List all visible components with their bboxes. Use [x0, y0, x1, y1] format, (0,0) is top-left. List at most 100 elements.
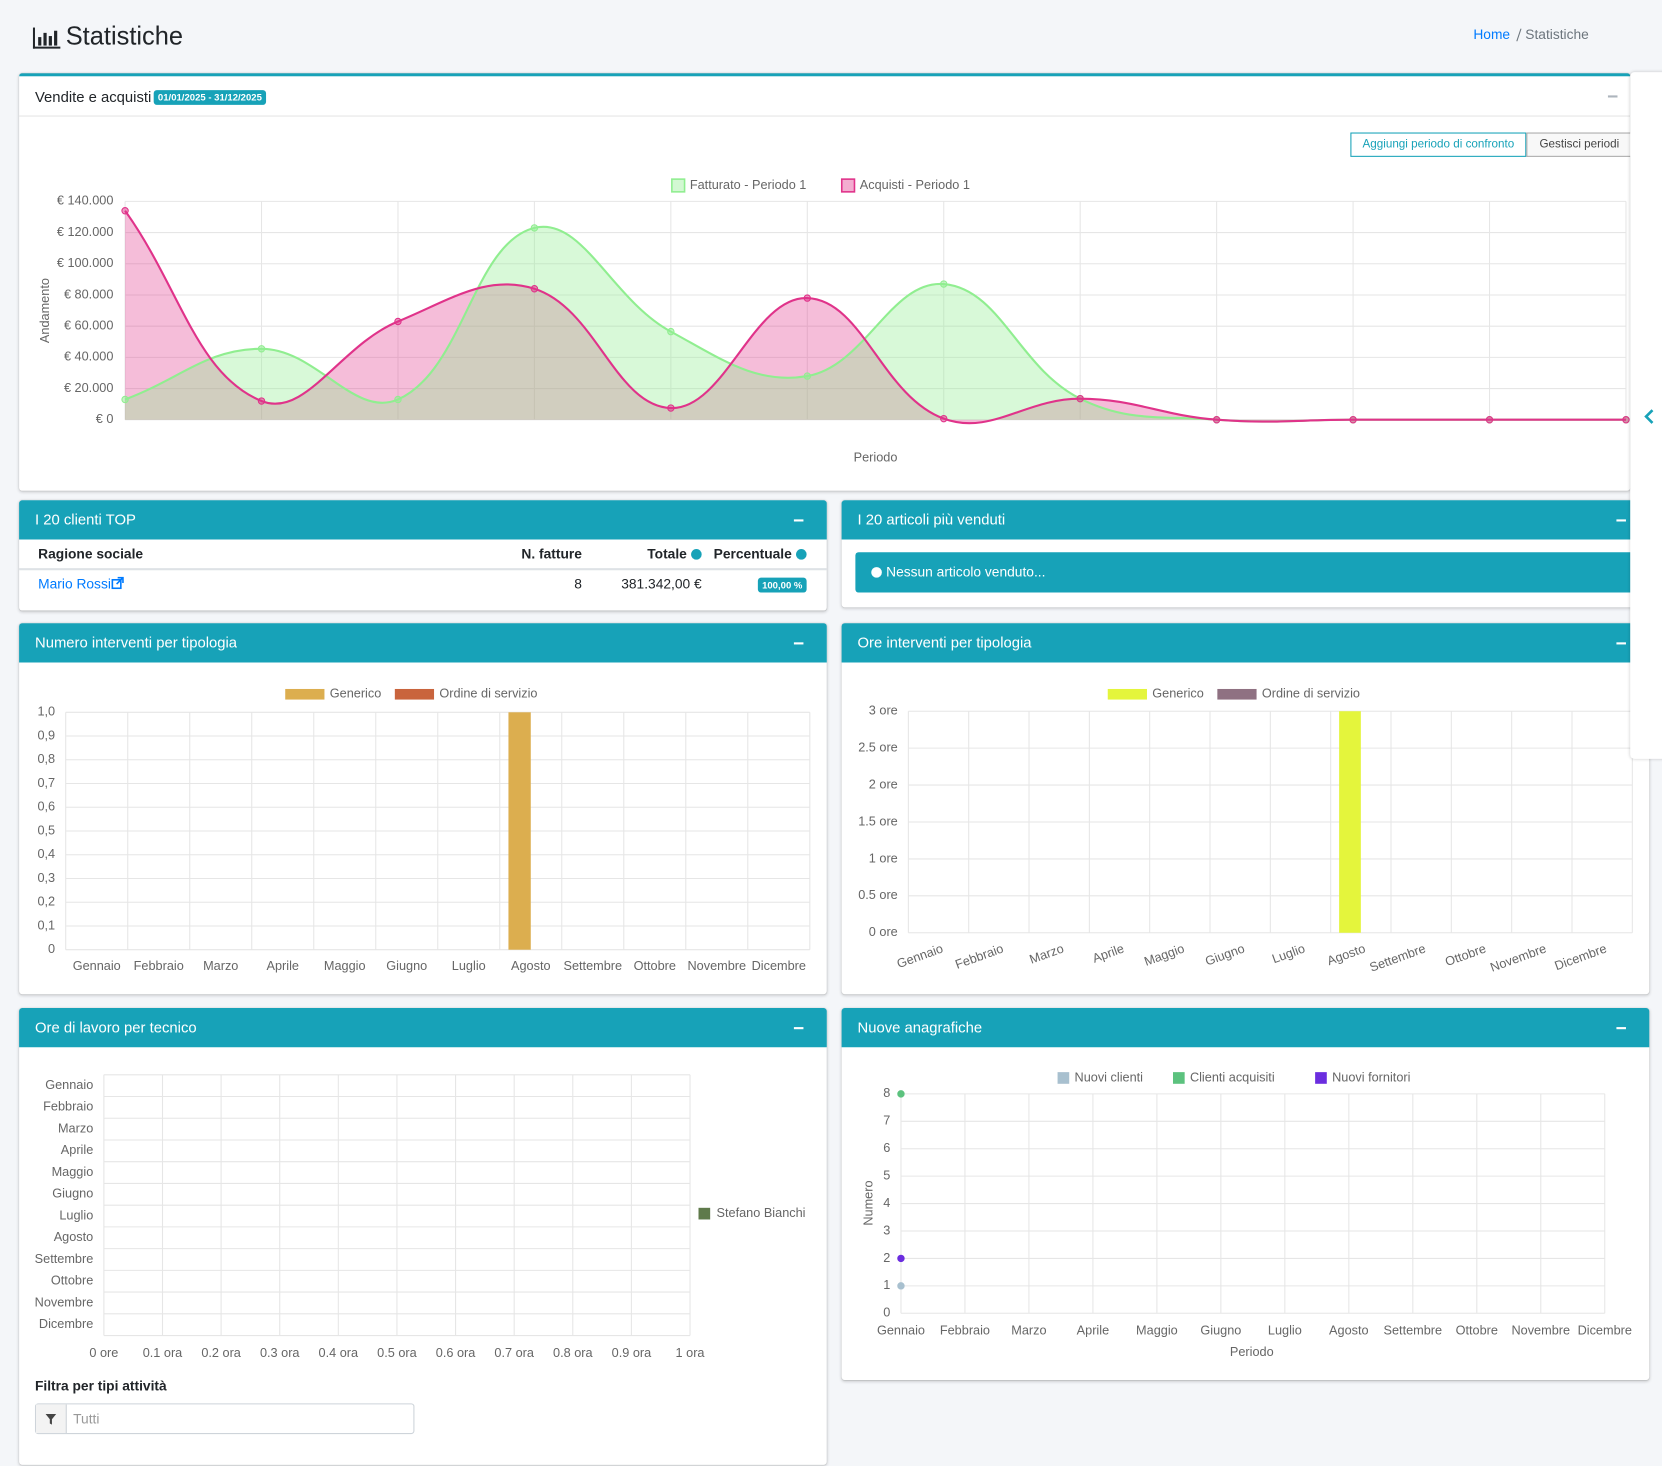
y-tick-label: 0,5	[37, 822, 55, 837]
panel-title: Nuove anagrafiche	[841, 1008, 1650, 1048]
y-tick-label: 2	[883, 1250, 890, 1265]
y-tick-label: 1	[883, 1277, 890, 1292]
panel-title: I 20 articoli più venduti	[841, 500, 1650, 540]
page-icon	[32, 27, 61, 49]
filter-addon	[36, 1404, 67, 1434]
collapse-button[interactable]	[793, 519, 804, 522]
panel-title: Ore interventi per tipologia	[841, 623, 1650, 663]
y-tick-label: Luglio	[59, 1207, 93, 1222]
point	[1212, 416, 1221, 424]
y-tick-label: 0,4	[37, 846, 55, 861]
x-tick-label: 0.7 ora	[494, 1345, 534, 1360]
y-tick-label: 7	[883, 1113, 890, 1128]
info-icon	[871, 567, 882, 578]
x-tick-label: Gennaio	[877, 1323, 925, 1338]
legend-swatch	[285, 688, 325, 700]
point	[897, 1090, 905, 1098]
y-tick-label: € 40.000	[64, 349, 113, 364]
y-tick-label: 3 ore	[869, 703, 898, 718]
sales-panel: Vendite e acquisti 01/01/2025 - 31/12/20…	[19, 73, 1632, 491]
table-header: N. fatture	[521, 545, 582, 562]
y-tick-label: Novembre	[35, 1294, 94, 1309]
x-tick-label: Settembre	[563, 958, 622, 973]
y-tick-label: 1,0	[37, 704, 55, 719]
top-articles-panel: I 20 articoli più venduti Nessun articol…	[841, 500, 1650, 608]
sidebar-toggle[interactable]	[1630, 72, 1662, 759]
y-tick-label: 0,1	[37, 917, 55, 932]
alert-message: Nessun articolo venduto...	[886, 563, 1046, 580]
filter-input[interactable]: Tutti	[34, 1403, 415, 1435]
y-tick-label: 2.5 ore	[858, 740, 898, 755]
filter-icon	[45, 1413, 57, 1425]
collapse-button[interactable]	[793, 642, 804, 645]
filter-label: Filtra per tipi attività	[34, 1377, 167, 1394]
x-tick-label: Novembre	[1488, 941, 1548, 975]
legend-label: Clienti acquisiti	[1190, 1069, 1275, 1084]
y-tick-label: 0,7	[37, 775, 55, 790]
point	[897, 1254, 905, 1263]
x-tick-label: Giugno	[386, 958, 427, 973]
legend-label: Fatturato - Periodo 1	[690, 177, 807, 192]
collapse-button[interactable]	[1607, 95, 1618, 98]
chevron-icon	[1644, 409, 1654, 424]
legend-label: Generico	[330, 686, 382, 701]
collapse-button[interactable]	[1616, 519, 1626, 522]
y-tick-label: Ottobre	[51, 1273, 93, 1288]
technician-hours-panel: Ore di lavoro per tecnico Filtra per tip…	[19, 1008, 827, 1465]
collapse-button[interactable]	[1616, 642, 1626, 645]
page-title: Statistiche	[65, 22, 184, 51]
bar	[508, 712, 531, 950]
panel-title: Ore di lavoro per tecnico	[19, 1008, 827, 1048]
y-tick-label: 0.5 ore	[858, 887, 898, 902]
area-fill	[125, 226, 1626, 422]
x-tick-label: Aprile	[266, 958, 298, 973]
y-tick-label: 0	[48, 941, 55, 956]
legend-swatch	[840, 178, 856, 193]
x-tick-label: 0.1 ora	[143, 1345, 183, 1360]
x-tick-label: Aprile	[1090, 941, 1126, 966]
client-link[interactable]: Mario Rossi	[38, 575, 111, 592]
collapse-button[interactable]	[793, 1027, 804, 1030]
external-link-icon	[111, 576, 124, 590]
y-tick-label: Agosto	[54, 1229, 94, 1244]
info-icon	[691, 549, 702, 560]
y-tick-label: Aprile	[61, 1142, 93, 1157]
x-tick-label: 0.4 ora	[319, 1345, 359, 1360]
y-tick-label: 0,8	[37, 751, 55, 766]
x-tick-label: Marzo	[1011, 1323, 1046, 1338]
y-tick-label: € 20.000	[64, 380, 113, 395]
point	[257, 397, 266, 405]
x-tick-label: 0.9 ora	[612, 1345, 652, 1360]
x-tick-label: Giugno	[1200, 1323, 1241, 1338]
x-tick-label: 1 ora	[676, 1345, 706, 1360]
breadcrumb-separator	[1516, 28, 1522, 42]
point	[667, 327, 675, 336]
x-tick-label: Ottobre	[1443, 941, 1488, 970]
y-tick-label: Maggio	[52, 1164, 94, 1179]
x-tick-label: Luglio	[1270, 941, 1307, 967]
x-tick-label: Gennaio	[73, 958, 121, 973]
legend-label: Generico	[1152, 686, 1204, 701]
manage-periods-button[interactable]: Gestisci periodi	[1526, 132, 1632, 157]
x-tick-label: Aprile	[1077, 1323, 1109, 1338]
x-axis-title: Periodo	[1230, 1344, 1274, 1359]
y-tick-label: 3	[883, 1222, 890, 1237]
interventions-count-panel: Numero interventi per tipologia	[19, 623, 827, 995]
x-tick-label: 0.6 ora	[436, 1345, 476, 1360]
y-tick-label: 8	[883, 1085, 890, 1100]
point	[530, 224, 539, 232]
x-tick-label: Agosto	[511, 958, 551, 973]
table-header: Percentuale	[713, 545, 792, 562]
x-axis-title: Periodo	[854, 449, 898, 464]
y-tick-label: € 60.000	[64, 318, 113, 333]
x-tick-label: Febbraio	[940, 1323, 990, 1338]
filter-placeholder: Tutti	[73, 1410, 100, 1427]
collapse-button[interactable]	[1616, 1027, 1626, 1030]
breadcrumb-link[interactable]: Home	[1473, 26, 1511, 43]
compare-button[interactable]: Aggiungi periodo di confronto	[1350, 132, 1527, 157]
legend-swatch	[698, 1207, 711, 1220]
point	[897, 1282, 905, 1290]
y-tick-label: 0 ore	[869, 924, 898, 939]
y-tick-label: 0,2	[37, 894, 55, 909]
point	[530, 285, 539, 293]
